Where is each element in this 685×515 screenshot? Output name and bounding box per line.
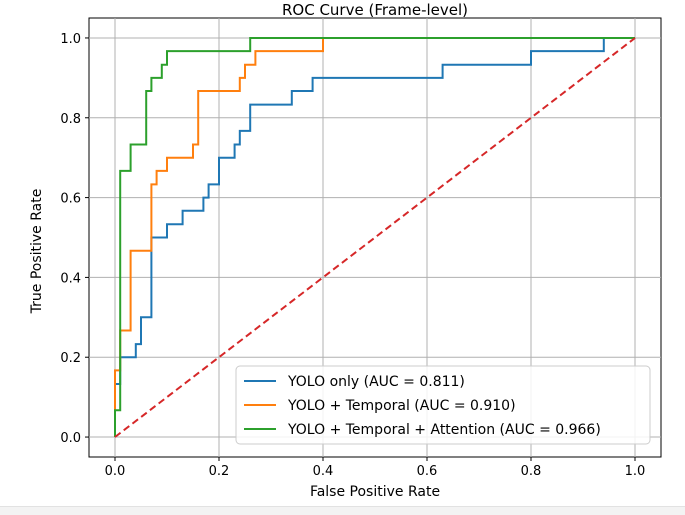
x-tick-label: 1.0 <box>625 464 646 479</box>
y-tick-label: 0.2 <box>60 351 81 366</box>
plot-frame <box>88 17 662 458</box>
x-tick-label: 0.8 <box>521 464 542 479</box>
legend-box <box>235 365 651 445</box>
series-line-2 <box>114 37 635 437</box>
y-axis-label: True Positive Rate <box>29 189 45 315</box>
legend-label-1: YOLO + Temporal (AUC = 0.910) <box>287 398 516 414</box>
y-tick-label: 1.0 <box>60 32 81 47</box>
legend-label-2: YOLO + Temporal + Attention (AUC = 0.966… <box>287 422 601 438</box>
axis-ticks: 0.0 0.2 0.4 0.6 0.8 1.0 0.0 0.2 0.4 0.6 0.8 1.0 <box>60 32 645 479</box>
bottom-strip <box>0 506 685 515</box>
x-tick-label: 0.2 <box>209 464 230 479</box>
x-axis-label: False Positive Rate <box>310 484 440 500</box>
series-line-1 <box>114 37 635 437</box>
y-tick-label: 0.6 <box>60 192 81 207</box>
legend-label-0: YOLO only (AUC = 0.811) <box>287 374 465 390</box>
series-layer <box>114 37 636 438</box>
chart-title: ROC Curve (Frame-level) <box>282 1 468 19</box>
x-tick-label: 0.4 <box>313 464 334 479</box>
x-tick-label: 0.6 <box>417 464 438 479</box>
y-tick-label: 0.4 <box>60 271 81 286</box>
x-tick-label: 0.0 <box>105 464 126 479</box>
legend: YOLO only (AUC = 0.811) YOLO + Temporal (… <box>235 365 651 445</box>
y-tick-label: 0.8 <box>60 112 81 127</box>
series-line-0 <box>114 37 635 437</box>
y-tick-label: 0.0 <box>60 431 81 446</box>
